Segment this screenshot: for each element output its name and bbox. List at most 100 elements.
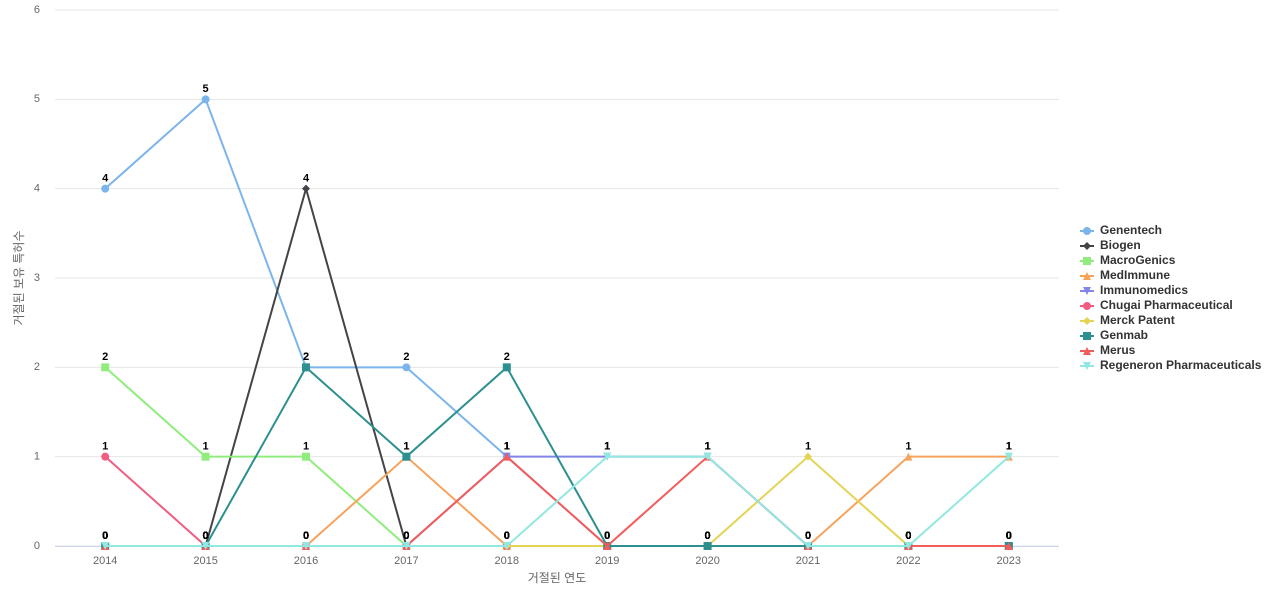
data-label: 0 [604,530,610,542]
marker [804,452,812,461]
data-label: 0 [805,530,811,542]
data-label: 2 [303,351,309,363]
data-label: 0 [403,530,409,542]
x-tick-label: 2021 [796,555,820,567]
y-tick-label: 6 [34,4,40,16]
data-label: 1 [403,441,409,453]
data-label: 2 [102,351,108,363]
data-label: 1 [102,441,108,453]
data-label: 0 [203,530,209,542]
data-label: 0 [604,530,610,542]
data-label: 0 [504,530,510,542]
data-label: 0 [905,530,911,542]
data-label: 1 [705,441,711,453]
data-label: 0 [905,530,911,542]
data-label: 0 [303,530,309,542]
data-label: 0 [805,530,811,542]
data-label: 0 [805,530,811,542]
series-line [104,97,1009,547]
data-label: 0 [203,530,209,542]
marker [603,452,612,461]
y-tick-label: 4 [34,183,40,195]
x-tick-label: 2014 [93,555,117,567]
marker [302,363,310,372]
data-label: 0 [705,530,711,542]
marker [101,542,110,550]
data-label: 0 [504,530,510,542]
legend-label: Biogen [1100,238,1141,252]
marker [1083,227,1091,235]
marker [402,452,411,461]
data-label: 0 [504,530,510,542]
marker [201,542,210,550]
data-label: 0 [805,530,811,542]
marker [101,452,110,461]
series [101,95,1013,550]
data-label: 0 [403,530,409,542]
legend-label: Merus [1100,343,1136,357]
data-label: 1 [504,441,510,453]
series-line [105,455,1010,547]
marker [101,184,110,193]
data-label: 0 [705,530,711,542]
data-label: 0 [403,530,409,542]
marker [101,363,110,372]
data-label: 1 [705,441,711,453]
data-label: 0 [905,530,911,542]
data-label: 0 [604,530,610,542]
data-label: 0 [403,530,409,542]
data-label: 0 [102,530,108,542]
data-label: 0 [905,530,911,542]
marker [1083,362,1091,370]
marker [1083,332,1091,340]
marker [703,542,712,550]
x-tick-label: 2019 [595,555,619,567]
data-label: 1 [403,441,409,453]
data-label: 1 [604,441,610,453]
legend-label: Chugai Pharmaceutical [1100,298,1233,312]
data-label: 0 [705,530,711,542]
legend-label: Genmab [1100,328,1148,342]
marker [1083,302,1091,310]
x-tick-label: 2018 [495,555,519,567]
marker [502,542,511,550]
marker [703,452,712,461]
marker [201,95,210,104]
data-label: 0 [604,530,610,542]
data-label: 0 [203,530,209,542]
data-label: 0 [102,530,108,542]
data-label: 0 [805,530,811,542]
data-label: 0 [805,530,811,542]
legend-label: MacroGenics [1100,253,1176,267]
marker [1083,272,1091,280]
data-label: 0 [203,530,209,542]
data-label: 1 [1006,441,1012,453]
data-label: 0 [102,530,108,542]
marker [1083,317,1091,325]
marker [302,542,310,550]
data-label: 0 [203,530,209,542]
y-axis-title: 거절된 보유 특허수 [12,231,26,326]
marker [402,363,411,372]
y-tick-label: 0 [34,540,40,552]
data-label: 0 [805,530,811,542]
data-label: 0 [102,530,108,542]
data-label: 0 [1006,530,1012,542]
data-label: 0 [403,530,409,542]
x-tick-label: 2015 [193,555,217,567]
data-label: 1 [805,441,811,453]
data-label: 0 [604,530,610,542]
marker [1004,452,1013,461]
y-tick-label: 2 [34,361,40,373]
data-label: 5 [203,83,209,95]
data-label: 0 [905,530,911,542]
marker [1004,542,1013,550]
data-label: 0 [604,530,610,542]
data-label: 0 [1006,530,1012,542]
data-label: 0 [1006,530,1012,542]
data-label: 2 [504,351,510,363]
data-label: 0 [403,530,409,542]
data-label: 2 [303,351,309,363]
y-tick-label: 1 [34,451,40,463]
data-label: 0 [1006,530,1012,542]
